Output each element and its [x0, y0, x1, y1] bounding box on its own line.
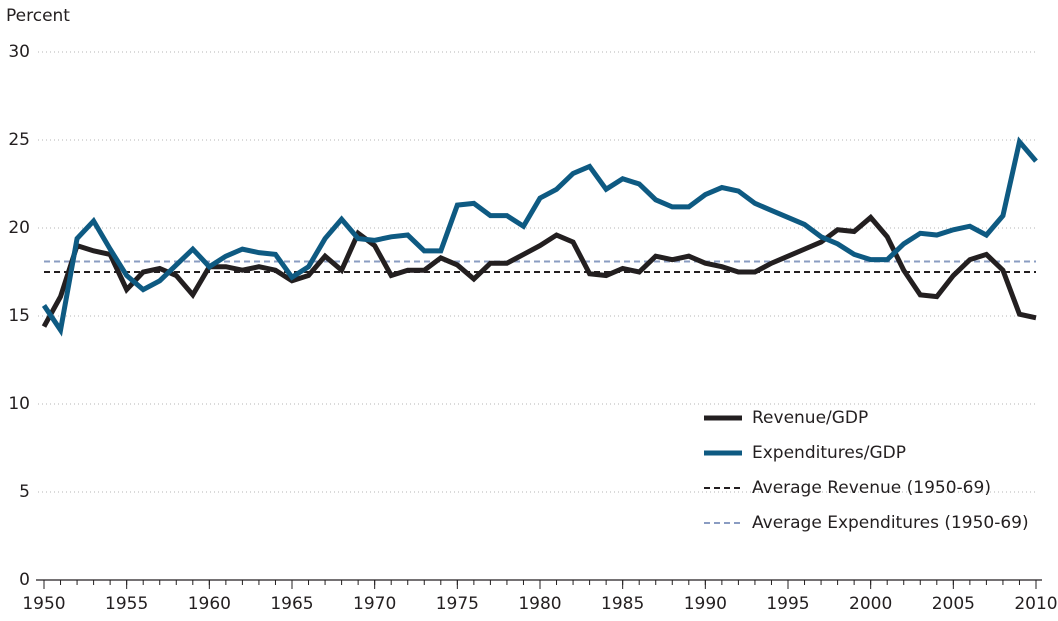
- y-axis-label: Percent: [6, 6, 70, 26]
- x-tick-label: 1970: [353, 594, 396, 614]
- legend-label: Average Expenditures (1950-69): [752, 513, 1029, 533]
- y-tick-label: 5: [19, 482, 30, 502]
- y-tick-label: 15: [8, 306, 30, 326]
- series-line: [41, 136, 1038, 337]
- x-tick-label: 2010: [1014, 594, 1057, 614]
- x-tick-label: 1985: [601, 594, 644, 614]
- x-tick-label: 1960: [188, 594, 231, 614]
- x-tick-label: 1995: [766, 594, 809, 614]
- y-tick-label: 10: [8, 394, 30, 414]
- x-tick-label: 1965: [270, 594, 313, 614]
- legend-label: Average Revenue (1950-69): [752, 478, 991, 498]
- legend-label: Revenue/GDP: [752, 408, 868, 428]
- x-tick-label: 2000: [849, 594, 892, 614]
- x-tick-label: 2005: [932, 594, 975, 614]
- x-tick-label: 1955: [105, 594, 148, 614]
- y-tick-label: 25: [8, 130, 30, 150]
- x-tick-label: 1990: [684, 594, 727, 614]
- legend-label: Expenditures/GDP: [752, 443, 906, 463]
- y-tick-label: 20: [8, 218, 30, 238]
- x-tick-label: 1950: [22, 594, 65, 614]
- x-tick-label: 1980: [518, 594, 561, 614]
- y-tick-label: 30: [8, 42, 30, 62]
- y-tick-label: 0: [19, 570, 30, 590]
- x-tick-label: 1975: [436, 594, 479, 614]
